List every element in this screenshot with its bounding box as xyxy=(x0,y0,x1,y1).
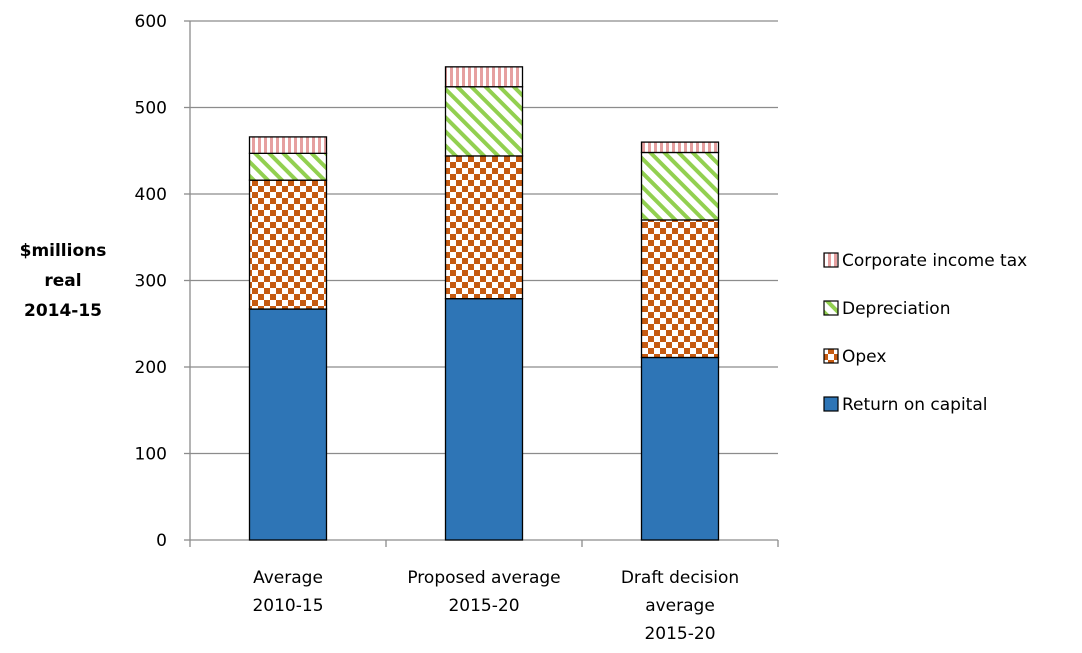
x-category-label: Average xyxy=(253,568,323,588)
y-tick-label: 600 xyxy=(135,12,167,32)
bar-segment-depreciation xyxy=(640,151,720,221)
legend-swatch xyxy=(823,252,839,268)
y-axis-title: real xyxy=(44,271,81,291)
bar-segment-opex xyxy=(444,155,524,300)
bar-segment-corporate-income-tax xyxy=(640,141,720,154)
x-category-label: Draft decision xyxy=(621,568,739,588)
x-category-label: 2010-15 xyxy=(252,596,323,616)
y-axis-label: $millions real 2014-15 xyxy=(20,241,107,321)
bar-segment-depreciation xyxy=(248,152,328,181)
bar-segment-corporate-income-tax xyxy=(248,136,328,154)
x-category-label: Proposed average xyxy=(407,568,560,588)
y-tick-label: 300 xyxy=(135,272,167,292)
bar-segment-opex xyxy=(640,219,720,359)
legend-label: Depreciation xyxy=(842,299,950,319)
y-tick-label: 200 xyxy=(135,358,167,378)
x-category-label: 2015-20 xyxy=(448,596,519,616)
legend-swatch xyxy=(823,396,839,412)
legend-swatch xyxy=(823,348,839,364)
y-axis-title: 2014-15 xyxy=(24,301,102,321)
legend-label: Corporate income tax xyxy=(842,251,1027,271)
bar-segment-opex xyxy=(248,179,328,310)
legend-label: Opex xyxy=(842,347,886,367)
legend: Corporate income tax Depreciation Opex Retu… xyxy=(823,251,1027,415)
category-labels: Average 2010-15 Proposed average 2015-20 Dra… xyxy=(252,568,739,644)
bars xyxy=(248,66,720,541)
bar-segment-return-on-capital xyxy=(248,308,328,541)
y-tick-labels: 0 100 200 300 400 500 600 xyxy=(135,12,190,551)
y-tick-label: 400 xyxy=(135,185,167,205)
legend-swatch xyxy=(823,300,839,316)
y-tick-label: 500 xyxy=(135,99,167,119)
legend-label: Return on capital xyxy=(842,395,987,415)
x-category-label: 2015-20 xyxy=(644,624,715,644)
y-axis-title: $millions xyxy=(20,241,107,261)
bar-segment-corporate-income-tax xyxy=(444,66,524,88)
bar-segment-return-on-capital xyxy=(444,298,524,541)
y-tick-label: 100 xyxy=(135,445,167,465)
bar-segment-return-on-capital xyxy=(640,356,720,541)
y-tick-label: 0 xyxy=(156,531,167,551)
x-category-label: average xyxy=(645,596,715,616)
bar-segment-depreciation xyxy=(444,86,524,157)
